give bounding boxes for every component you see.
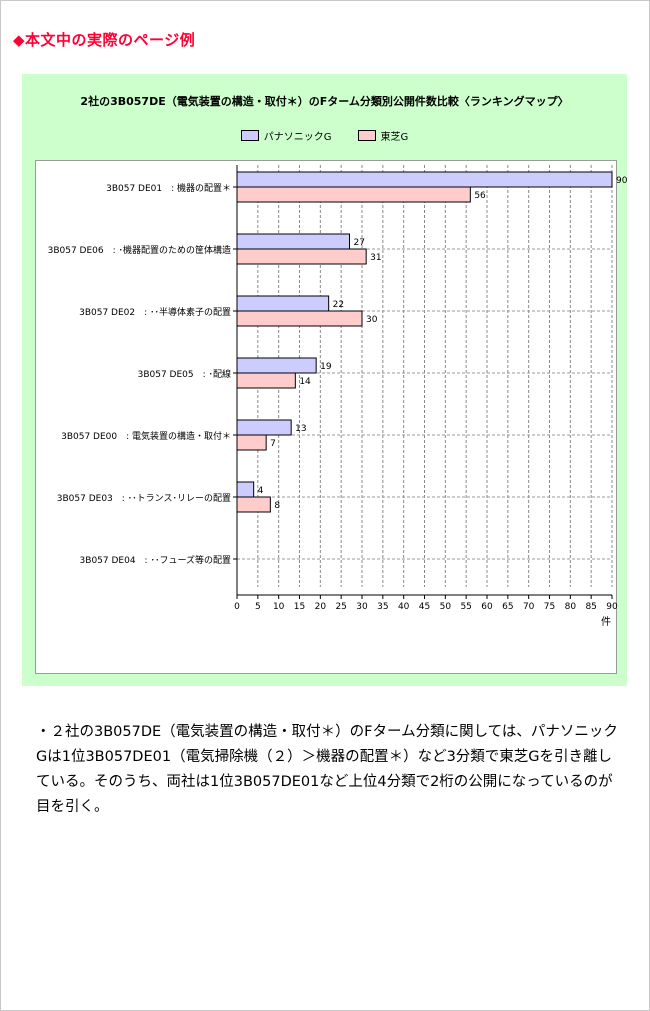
- category-label: 3B057 DE04 : ･･フューズ等の配置: [80, 554, 231, 566]
- data-label-toshiba: 31: [370, 253, 381, 263]
- category-label: 3B057 DE02 : ･･半導体素子の配置: [79, 306, 231, 318]
- x-tick-label: 40: [398, 602, 410, 612]
- x-tick-label: 35: [377, 602, 388, 612]
- legend-swatch-series-2: [357, 130, 376, 141]
- x-tick-label: 30: [356, 602, 368, 612]
- legend-item-series-1: パナソニックG: [240, 128, 332, 143]
- x-tick-label: 15: [294, 602, 305, 612]
- data-label-toshiba: 14: [299, 377, 311, 387]
- data-label-toshiba: 8: [274, 501, 280, 511]
- bar-toshiba: [236, 248, 367, 265]
- x-tick-label: 0: [234, 602, 240, 612]
- bar-toshiba: [236, 434, 267, 451]
- data-label-panasonic: 4: [258, 486, 264, 496]
- bar-chart-svg: 3B057 DE01 : 機器の配置＊ 90 56 3B057 DE06 : ･機器配…: [48, 165, 628, 628]
- data-label-panasonic: 90: [616, 176, 628, 186]
- bar-toshiba: [236, 186, 471, 203]
- bar-toshiba: [236, 310, 363, 327]
- x-tick-label: 90: [606, 602, 618, 612]
- data-label-toshiba: 30: [366, 315, 378, 325]
- bar-panasonic: [236, 233, 350, 250]
- x-axis-label: 件: [601, 616, 611, 628]
- x-tick-label: 55: [460, 602, 471, 612]
- plot-area: 3B057 DE01 : 機器の配置＊ 90 56 3B057 DE06 : ･機器配…: [35, 160, 628, 674]
- category-label: 3B057 DE01 : 機器の配置＊: [106, 182, 231, 194]
- x-tick-label: 25: [335, 602, 346, 612]
- x-tick-label: 85: [585, 602, 596, 612]
- page-heading: ◆本文中の実際のページ例: [13, 31, 196, 49]
- chart-title: 2社の3B057DE（電気装置の構造・取付＊）のFターム分類別公開件数比較〈ラン…: [80, 95, 569, 108]
- bar-panasonic: [236, 357, 317, 374]
- data-label-panasonic: 27: [354, 238, 365, 248]
- body-paragraph: ・２社の3B057DE（電気装置の構造・取付＊）のFターム分類に関しては、パナソ…: [36, 724, 618, 815]
- bar-panasonic: [236, 171, 613, 188]
- x-tick-label: 20: [315, 602, 327, 612]
- legend-item-series-2: 東芝G: [357, 128, 409, 143]
- x-tick-label: 10: [273, 602, 285, 612]
- x-tick-label: 60: [481, 602, 493, 612]
- x-tick-label: 50: [440, 602, 452, 612]
- bar-panasonic: [236, 481, 255, 498]
- category-label: 3B057 DE00 : 電気装置の構造・取付＊: [61, 430, 231, 442]
- data-label-toshiba: 56: [474, 191, 486, 201]
- category-label: 3B057 DE06 : ･機器配置のための筐体構造: [48, 244, 231, 256]
- chart-legend: パナソニックG 東芝G: [22, 128, 627, 143]
- data-label-panasonic: 13: [295, 424, 306, 434]
- x-tick-label: 5: [255, 602, 261, 612]
- category-label: 3B057 DE05 : ･配線: [138, 368, 231, 380]
- legend-label-series-2: 東芝G: [380, 132, 409, 143]
- x-tick-label: 80: [565, 602, 577, 612]
- data-label-panasonic: 22: [333, 300, 344, 310]
- data-label-toshiba: 7: [270, 439, 276, 449]
- legend-label-series-1: パナソニックG: [263, 132, 332, 143]
- category-label: 3B057 DE03 : ･･トランス･リレーの配置: [57, 493, 231, 504]
- bar-toshiba: [236, 372, 296, 389]
- chart-panel: 2社の3B057DE（電気装置の構造・取付＊）のFターム分類別公開件数比較〈ラン…: [22, 74, 628, 686]
- bar-panasonic: [236, 295, 330, 312]
- x-tick-label: 65: [502, 602, 513, 612]
- bar-panasonic: [236, 419, 292, 436]
- x-tick-label: 75: [544, 602, 555, 612]
- data-label-panasonic: 19: [320, 362, 332, 372]
- x-tick-label: 45: [419, 602, 430, 612]
- body-text: ・２社の3B057DE（電気装置の構造・取付＊）のFターム分類に関しては、パナソ…: [36, 720, 621, 820]
- x-tick-label: 70: [523, 602, 535, 612]
- bar-toshiba: [236, 496, 271, 513]
- legend-swatch-series-1: [240, 130, 259, 141]
